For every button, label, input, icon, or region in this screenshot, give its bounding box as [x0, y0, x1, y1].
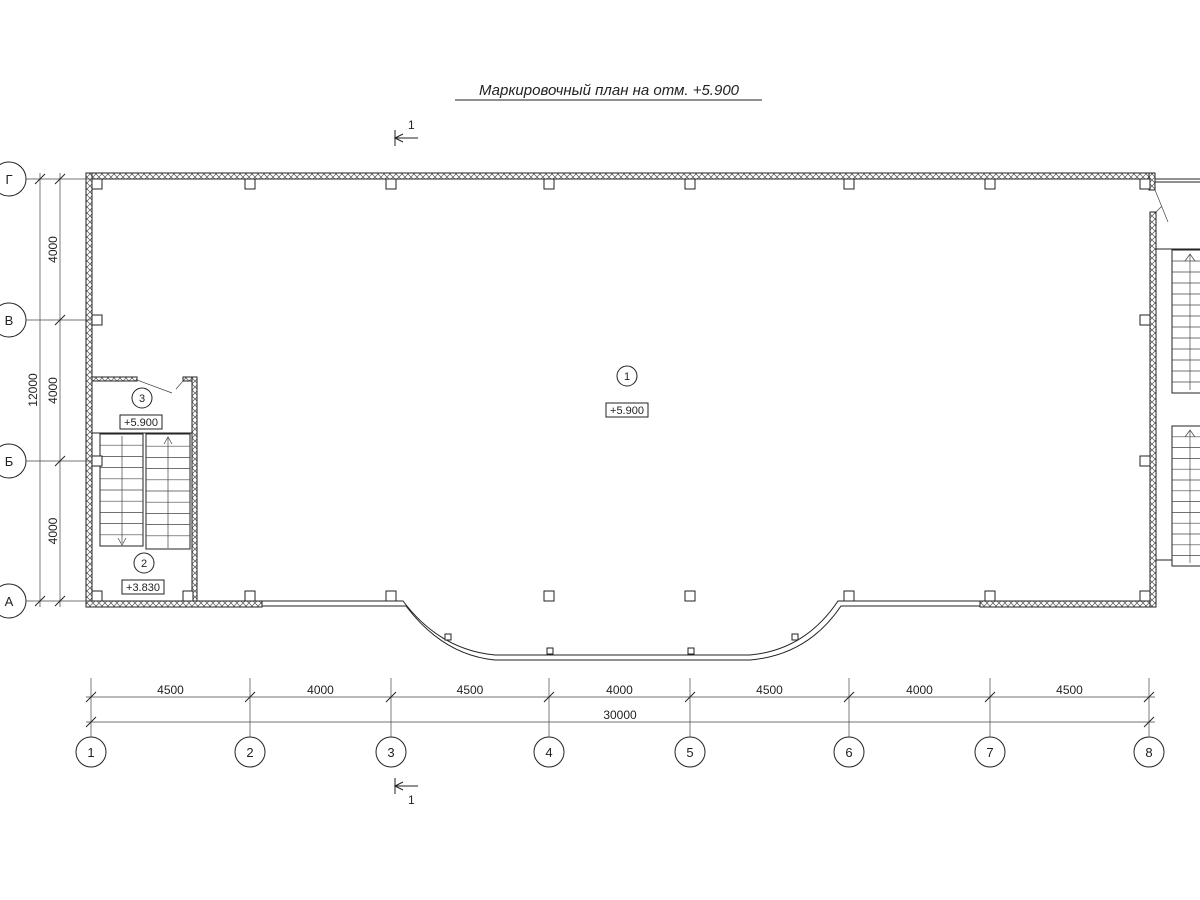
column — [385, 178, 397, 190]
column — [843, 178, 855, 190]
room-1-elevation: +5.900 — [610, 405, 644, 417]
svg-text:4500: 4500 — [1056, 683, 1083, 697]
svg-text:А: А — [5, 594, 14, 609]
grid-axis-column: 4 — [533, 678, 565, 768]
svg-text:5: 5 — [686, 745, 693, 760]
mullion-post — [546, 647, 554, 655]
grid-axis-column: 2 — [234, 678, 266, 768]
mullion-post — [444, 633, 452, 641]
svg-text:4000: 4000 — [307, 683, 334, 697]
svg-text:4000: 4000 — [606, 683, 633, 697]
grid-axis-column: 7 — [974, 678, 1006, 768]
dimension-chain-bottom: 4500 4000 4500 4000 4500 4000 4500 — [85, 683, 1155, 703]
column — [543, 178, 555, 190]
svg-text:8: 8 — [1145, 745, 1152, 760]
plan-title: Маркировочный план на отм. +5.900 — [479, 82, 740, 99]
column — [91, 178, 103, 190]
grid-axes-rows: Г В Б А — [0, 161, 92, 619]
grid-axes-columns: 1 2 3 4 5 6 7 8 — [75, 678, 1165, 768]
svg-text:4000: 4000 — [46, 236, 60, 263]
svg-text:В: В — [5, 313, 14, 328]
column — [1139, 590, 1151, 602]
svg-text:12000: 12000 — [26, 373, 40, 407]
exterior-walls — [85, 172, 1157, 608]
columns — [91, 178, 1151, 655]
room-3-marker: 3 +5.900 — [119, 387, 163, 430]
dimension-lines: 4500 4000 4500 4000 4500 4000 4500300004000400… — [26, 173, 1155, 728]
column — [843, 590, 855, 602]
grid-axis-column: 8 — [1133, 678, 1165, 768]
svg-text:30000: 30000 — [603, 708, 637, 722]
room-3-elevation: +5.900 — [124, 417, 158, 429]
column — [984, 590, 996, 602]
room-2-marker: 2 +3.830 — [121, 552, 165, 595]
column — [182, 590, 194, 602]
svg-text:Б: Б — [5, 454, 14, 469]
svg-text:2: 2 — [246, 745, 253, 760]
grid-axis-column: 1 — [75, 678, 107, 768]
grid-axis-column: 3 — [375, 678, 407, 768]
svg-text:1: 1 — [408, 118, 415, 132]
mullion-post — [791, 633, 799, 641]
svg-text:4500: 4500 — [157, 683, 184, 697]
room-1-marker: 1 +5.900 — [605, 365, 649, 418]
grid-axis-row: Г — [0, 161, 92, 197]
curtain-wall-glazing — [262, 178, 1200, 661]
svg-text:4: 4 — [545, 745, 552, 760]
svg-text:7: 7 — [986, 745, 993, 760]
column — [91, 314, 103, 326]
svg-text:4500: 4500 — [756, 683, 783, 697]
svg-text:1: 1 — [408, 793, 415, 807]
grid-axis-row: Б — [0, 443, 92, 479]
column — [984, 178, 996, 190]
grid-axis-row: А — [0, 583, 92, 619]
svg-text:1: 1 — [87, 745, 94, 760]
grid-axis-column: 6 — [833, 678, 865, 768]
column — [244, 590, 256, 602]
svg-text:1: 1 — [624, 371, 630, 383]
grid-axis-row: В — [0, 302, 92, 338]
column — [385, 590, 397, 602]
column — [684, 178, 696, 190]
svg-text:4500: 4500 — [457, 683, 484, 697]
column — [543, 590, 555, 602]
svg-text:2: 2 — [141, 558, 147, 570]
column — [684, 590, 696, 602]
mullion-post — [687, 647, 695, 655]
stair-right — [1156, 248, 1200, 567]
svg-text:3: 3 — [387, 745, 394, 760]
svg-text:3: 3 — [139, 393, 145, 405]
svg-text:6: 6 — [845, 745, 852, 760]
column — [1139, 455, 1151, 467]
svg-text:4000: 4000 — [46, 517, 60, 544]
dimension-chain-left: 4000 4000 4000 — [46, 173, 66, 607]
dimension-total-left: 12000 — [26, 173, 46, 607]
stair-left — [92, 432, 192, 550]
svg-text:4000: 4000 — [46, 377, 60, 404]
column — [91, 455, 103, 467]
column — [244, 178, 256, 190]
column — [91, 590, 103, 602]
grid-axis-column: 5 — [674, 678, 706, 768]
section-mark-top: 1 — [393, 118, 418, 146]
section-mark-bottom: 1 — [393, 778, 418, 807]
dimension-total-bottom: 30000 — [85, 708, 1155, 728]
column — [1139, 178, 1151, 190]
svg-text:4000: 4000 — [906, 683, 933, 697]
room-2-elevation: +3.830 — [126, 582, 160, 594]
svg-text:Г: Г — [5, 172, 12, 187]
column — [1139, 314, 1151, 326]
